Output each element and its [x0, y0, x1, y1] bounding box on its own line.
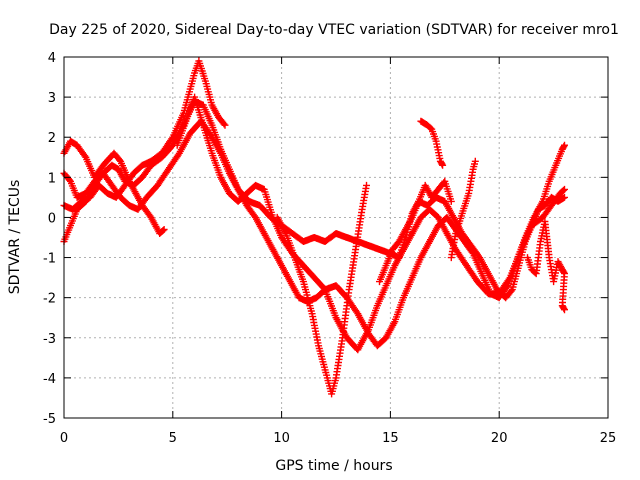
y-tick-label: 0: [48, 211, 56, 226]
series-track-7: [376, 177, 455, 286]
y-tick-label: 4: [48, 51, 56, 66]
y-tick-label: -1: [43, 252, 56, 267]
axis-tick-labels: 0 5 10 15 20 25 -5 -4 -3 -2 -1 0 1 2 3 4: [43, 51, 616, 446]
y-tick-label: 2: [48, 131, 56, 146]
axis-ticks: [63, 56, 609, 419]
series-markers: [417, 117, 447, 169]
series-markers: [447, 157, 479, 262]
y-tick-label: 1: [48, 171, 56, 186]
y-tick-label: 3: [48, 91, 56, 106]
y-tick-label: -5: [43, 412, 56, 427]
series-track-9: [447, 157, 479, 262]
data-points: [60, 57, 568, 398]
series-markers: [273, 181, 370, 398]
series-markers: [173, 93, 568, 354]
series-track-10: [524, 218, 568, 314]
series-track-5: [173, 93, 568, 354]
series-markers: [376, 177, 455, 286]
plot-frame: [63, 56, 609, 419]
series-track-8: [417, 117, 447, 169]
y-axis-title: SDTVAR / TECUs: [7, 180, 23, 295]
series-track-6: [273, 181, 370, 398]
y-tick-label: -4: [43, 372, 56, 387]
x-tick-label: 20: [491, 431, 508, 446]
x-tick-label: 10: [273, 431, 290, 446]
x-axis-title: GPS time / hours: [275, 458, 392, 474]
y-tick-label: -2: [43, 292, 56, 307]
series-markers: [524, 218, 568, 314]
chart-title: Day 225 of 2020, Sidereal Day-to-day VTE…: [49, 22, 619, 38]
x-tick-label: 5: [169, 431, 177, 446]
x-tick-label: 15: [382, 431, 399, 446]
y-tick-label: -3: [43, 332, 56, 347]
x-tick-label: 25: [600, 431, 617, 446]
x-tick-label: 0: [60, 431, 68, 446]
